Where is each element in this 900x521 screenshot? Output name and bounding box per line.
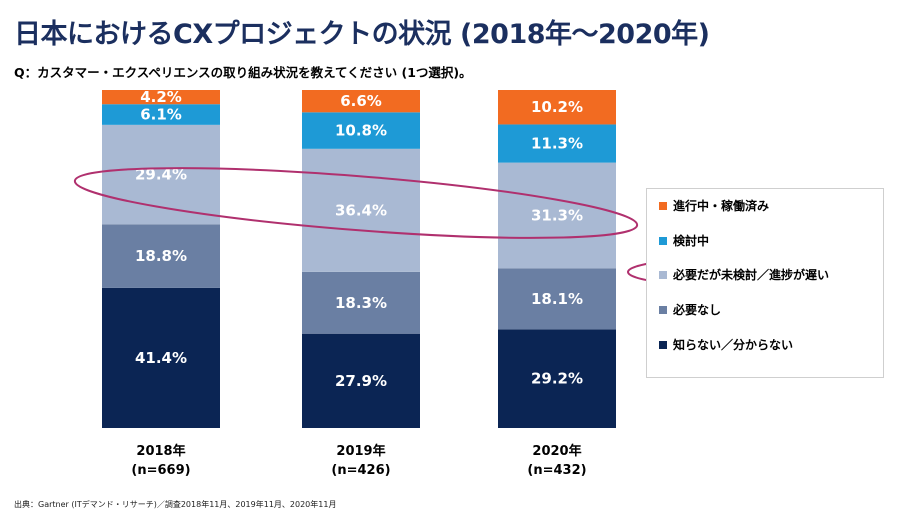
legend-item: 必要なし (659, 301, 721, 318)
legend-swatch (659, 270, 667, 279)
legend-label: 必要だが未検討／進捗が遅い (673, 268, 830, 282)
legend-label: 進行中・稼働済み (673, 199, 770, 213)
data-label: 31.3% (531, 206, 583, 224)
legend-label: 必要なし (673, 303, 722, 317)
data-label: 18.1% (531, 290, 583, 308)
legend: 進行中・稼働済み 検討中必要だが未検討／進捗が遅い 必要なし知らない／分からない (646, 188, 884, 378)
legend-item: 知らない／分からない (659, 336, 793, 353)
bar-segment (498, 90, 616, 125)
bar-segment (302, 333, 420, 428)
data-label: 11.3% (531, 135, 583, 153)
data-label: 4.2% (140, 88, 182, 106)
data-label: 6.1% (140, 106, 182, 124)
category-n-label: (n=669) (131, 463, 190, 478)
legend-swatch (659, 201, 667, 210)
survey-question: Q：カスタマー・エクスペリエンスの取り組み状況を教えてください (1つ選択)。 (14, 65, 472, 80)
bar-segment (302, 90, 420, 113)
chart-title: 日本におけるCXプロジェクトの状況 (2018年～2020年) (14, 19, 710, 50)
bar-segment (102, 224, 220, 288)
legend-label: 知らない／分からない (673, 338, 794, 352)
bar-segment (102, 90, 220, 105)
legend-swatch (659, 305, 667, 314)
bar-segment (498, 124, 616, 163)
bar-segment (302, 112, 420, 149)
legend-label: 検討中 (673, 234, 710, 248)
bar-segment (302, 148, 420, 272)
category-year-label: 2020年 (532, 443, 581, 459)
source-note: 出典：Gartner (ITデマンド・リサーチ)／調査2018年11月、2019… (14, 500, 337, 509)
legend-item: 検討中 (659, 232, 709, 249)
data-label: 29.2% (531, 370, 583, 388)
category-n-label: (n=426) (331, 463, 390, 478)
data-label: 27.9% (335, 372, 387, 390)
data-label: 29.4% (135, 166, 187, 184)
category-n-label: (n=432) (527, 463, 586, 478)
data-label: 18.8% (135, 247, 187, 265)
highlight-oval-series (73, 167, 639, 239)
bar-segment (302, 271, 420, 334)
bar-segment (102, 104, 220, 125)
legend-swatch (659, 236, 667, 245)
bar-segment (498, 162, 616, 269)
data-label: 10.8% (335, 122, 387, 140)
bar-segment (498, 268, 616, 330)
data-label: 18.3% (335, 294, 387, 312)
bars-group: 41.4% 18.8% 29.4% 6.1%4.2% 27.9% 18.3% 36.4% 10… (102, 88, 616, 428)
category-year-label: 2019年 (336, 443, 385, 459)
category-year-label: 2018年 (136, 443, 185, 459)
bar-segment (102, 287, 220, 428)
data-label: 41.4% (135, 349, 187, 367)
legend-swatch (659, 340, 667, 349)
legend-item: 進行中・稼働済み (659, 197, 769, 214)
data-label: 10.2% (531, 98, 583, 116)
category-labels-group: 2018年 (n=669) 2019年 (n=426) 2020年 (n=432) (131, 443, 586, 478)
legend-item: 必要だが未検討／進捗が遅い (659, 266, 829, 283)
bar-segment (498, 329, 616, 428)
data-label: 6.6% (340, 92, 382, 110)
data-label: 36.4% (335, 201, 387, 219)
